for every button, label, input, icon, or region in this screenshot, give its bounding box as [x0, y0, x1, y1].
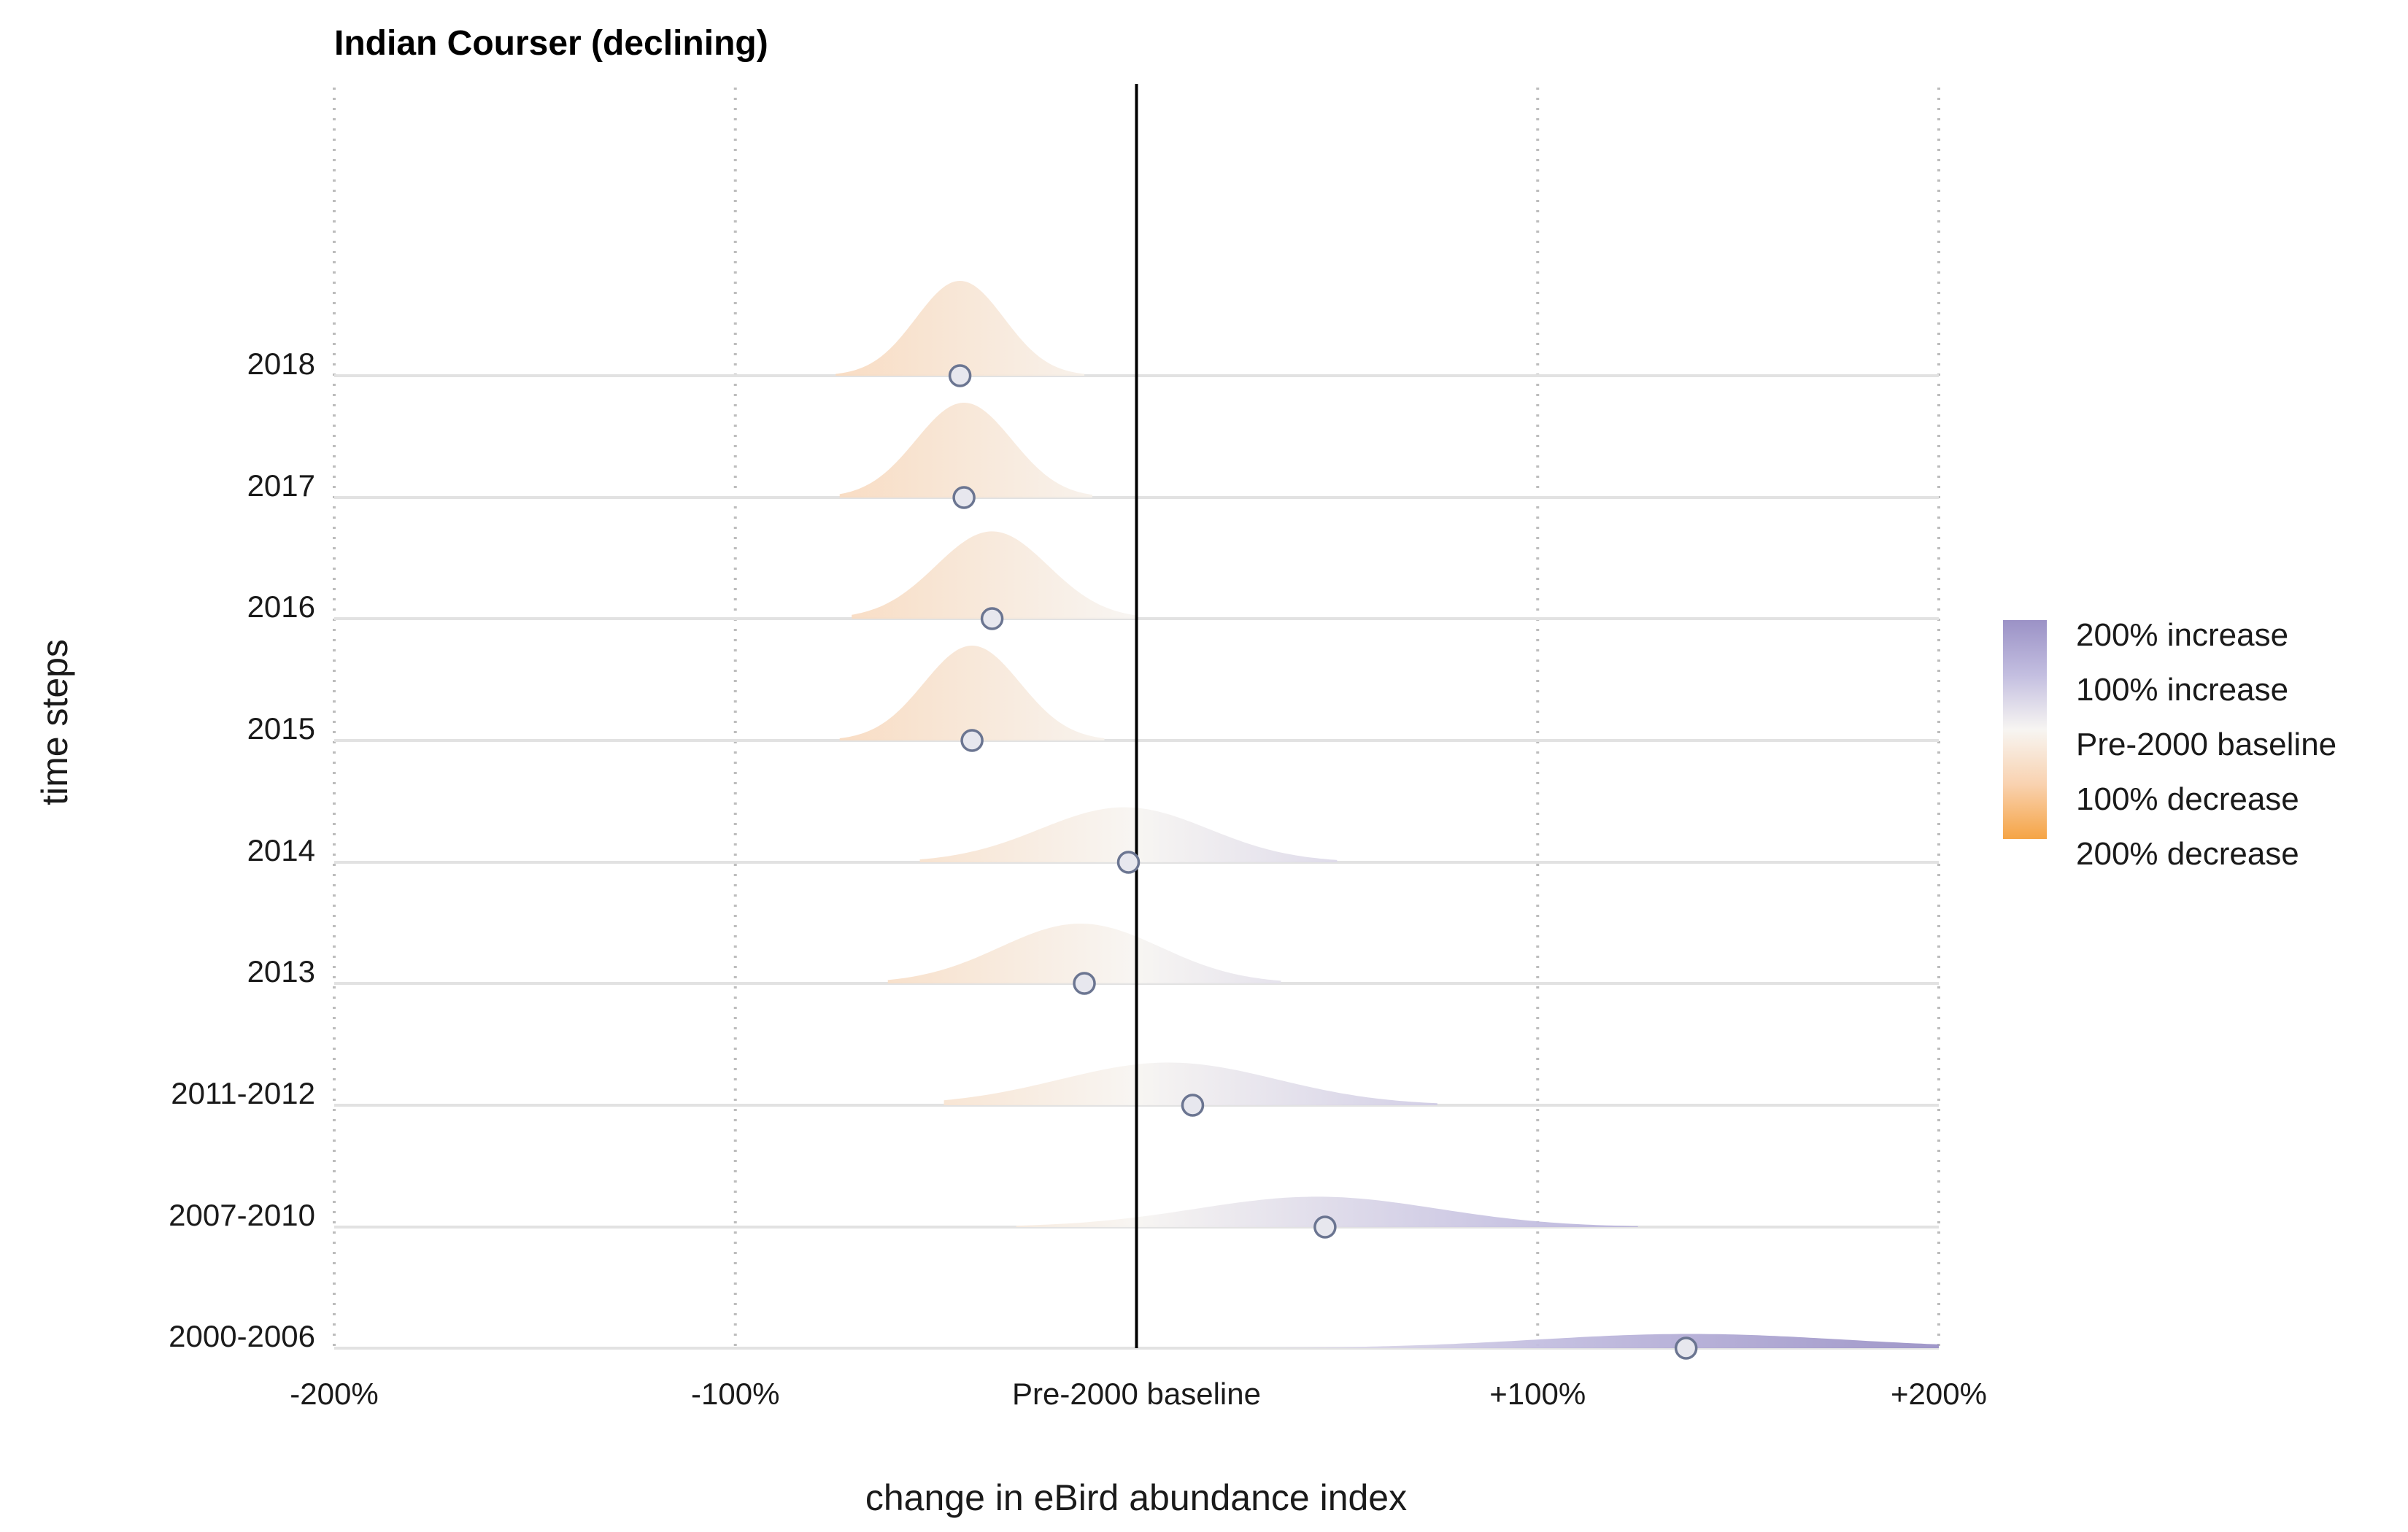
ridge-2018: [836, 281, 1084, 376]
y-tick-label: 2013: [247, 954, 315, 989]
y-tick-label: 2011-2012: [171, 1076, 315, 1110]
density-ridges: [836, 281, 1939, 1348]
median-point-2018: [948, 364, 972, 387]
median-point-2007-2010: [1313, 1215, 1337, 1239]
y-tick-label: 2000-2006: [169, 1319, 315, 1353]
median-point-2000-2006: [1674, 1336, 1698, 1360]
legend-label: 100% decrease: [2076, 781, 2299, 817]
ridge-2011-2012: [943, 1062, 1438, 1105]
x-tick-label: Pre-2000 baseline: [1012, 1377, 1261, 1411]
ridge-2000-2006: [1236, 1334, 1939, 1348]
median-points: [948, 364, 1698, 1360]
ridge-2007-2010: [1016, 1196, 1638, 1227]
x-tick-label: +100%: [1489, 1377, 1586, 1411]
ridge-2015: [839, 646, 1105, 740]
median-point-2016: [980, 607, 1004, 630]
x-axis-title: change in eBird abundance index: [865, 1477, 1407, 1518]
legend-color-bar: [2003, 620, 2047, 839]
x-tick-label: -100%: [691, 1377, 779, 1411]
y-tick-label: 2007-2010: [169, 1198, 315, 1232]
y-tick-label: 2015: [247, 711, 315, 746]
legend-label: Pre-2000 baseline: [2076, 727, 2336, 762]
legend-label: 200% increase: [2076, 617, 2288, 653]
legend: 200% increase 100% increase Pre-2000 basel…: [2003, 617, 2336, 872]
chart-title: Indian Courser (declining): [334, 24, 768, 63]
median-point-2017: [952, 486, 976, 509]
median-point-2015: [960, 729, 984, 752]
legend-label: 200% decrease: [2076, 836, 2299, 872]
y-axis-title: time steps: [34, 639, 75, 805]
ridge-2017: [839, 403, 1092, 498]
y-tick-label: 2014: [247, 833, 315, 867]
legend-labels: 200% increase 100% increase Pre-2000 basel…: [2076, 617, 2336, 872]
ridge-2013: [887, 924, 1281, 983]
median-point-2014: [1116, 851, 1141, 874]
ridge-2014: [919, 807, 1338, 862]
median-point-2013: [1073, 972, 1096, 995]
ridge-2016: [852, 531, 1137, 619]
x-tick-labels: -200% -100% Pre-2000 baseline +100% +200%: [290, 1377, 1987, 1411]
x-tick-label: -200%: [290, 1377, 378, 1411]
y-tick-label: 2018: [247, 347, 315, 381]
y-tick-labels: 2000-2006 2007-2010 2011-2012 2013 2014 2015 2…: [169, 347, 315, 1353]
y-tick-label: 2017: [247, 468, 315, 503]
median-point-2011-2012: [1181, 1094, 1205, 1117]
y-tick-label: 2016: [247, 589, 315, 624]
x-tick-label: +200%: [1891, 1377, 1987, 1411]
legend-label: 100% increase: [2076, 672, 2288, 708]
